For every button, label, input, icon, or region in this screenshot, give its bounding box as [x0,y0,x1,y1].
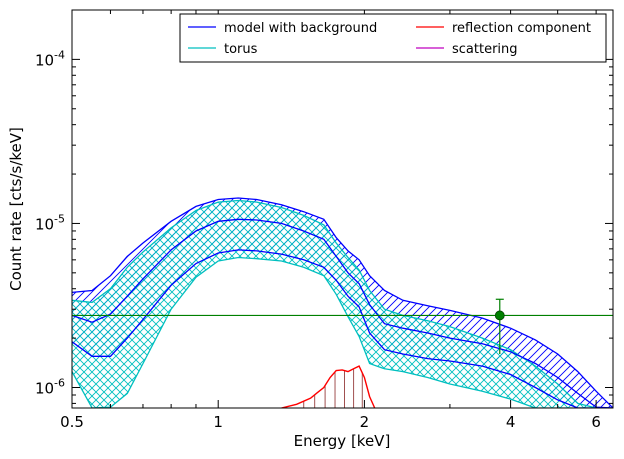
y-axis-label: Count rate [cts/s/keV] [7,127,25,291]
plot-content [72,197,613,408]
x-axis-label: Energy [keV] [294,432,391,450]
legend: model with background reflection compone… [179,13,607,63]
axes: 0.5 1 2 4 6 10-6 10-5 10-4 [35,9,613,431]
model-lower-line [72,249,613,408]
legend-label-model-with-background: model with background [224,21,377,36]
x-tick-label: 0.5 [60,413,84,431]
torus-band-fill [72,200,613,408]
model-upper-line [72,197,613,408]
torus-lower-line [72,256,613,408]
x-tick-label: 1 [213,413,223,431]
x-tick-label: 6 [591,413,601,431]
legend-box [179,13,607,63]
reflection-line [281,365,376,408]
data-point [494,310,505,321]
y-tick-label: 10-5 [35,212,65,233]
x-tick-label: 2 [360,413,370,431]
plot-frame [71,9,614,409]
legend-label-reflection-component: reflection component [452,21,591,36]
y-tick-label: 10-4 [35,48,65,69]
legend-label-scattering: scattering [452,42,518,57]
y-tick-label: 10-6 [35,377,65,398]
legend-label-torus: torus [224,42,258,57]
model-middle-line [72,218,613,408]
x-tick-label: 4 [506,413,516,431]
